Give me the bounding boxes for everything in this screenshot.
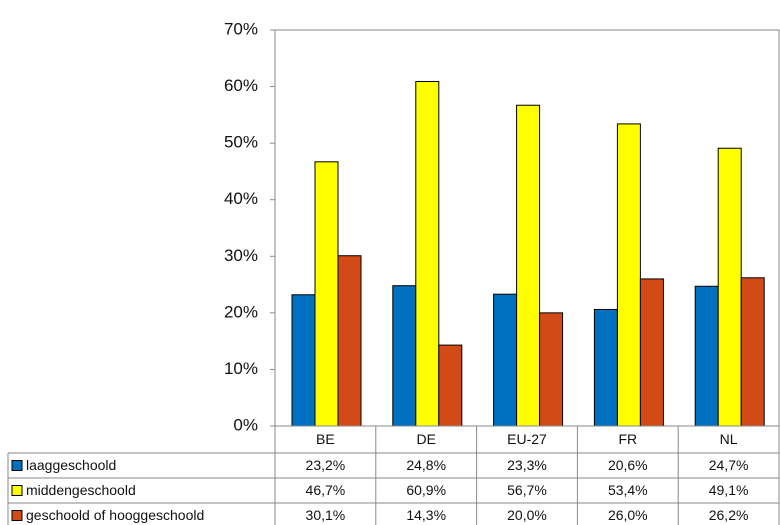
data-label: 20,0%: [507, 507, 547, 523]
legend-label: geschoold of hooggeschoold: [26, 507, 204, 523]
bar: [516, 104, 541, 427]
data-label: 20,6%: [608, 457, 648, 473]
bar: [291, 294, 316, 427]
data-label: 24,7%: [709, 457, 749, 473]
data-label: 14,3%: [406, 507, 446, 523]
legend-swatch: [11, 460, 23, 471]
legend-swatch: [11, 485, 23, 496]
bar: [415, 80, 440, 427]
data-label: 46,7%: [306, 482, 346, 498]
bar: [639, 278, 664, 427]
legend-label: laaggeschoold: [26, 457, 116, 473]
y-tick-label: 50%: [224, 133, 258, 152]
bar: [694, 285, 719, 427]
data-label: 49,1%: [709, 482, 749, 498]
x-tick-label: DE: [416, 431, 435, 447]
y-tick-label: 70%: [224, 19, 258, 38]
legend-swatch: [11, 510, 23, 521]
bar: [438, 344, 463, 427]
bar: [616, 123, 641, 427]
bar: [314, 161, 339, 427]
y-tick-label: 40%: [224, 189, 258, 208]
x-tick-label: NL: [720, 431, 738, 447]
bar: [493, 293, 518, 427]
y-tick-label: 0%: [233, 415, 258, 434]
bar: [539, 312, 564, 427]
data-label: 56,7%: [507, 482, 547, 498]
bar: [392, 285, 417, 427]
x-tick-label: FR: [618, 431, 637, 447]
legend-label: middengeschoold: [26, 482, 136, 498]
y-tick-label: 30%: [224, 246, 258, 265]
data-label: 26,0%: [608, 507, 648, 523]
y-tick-label: 60%: [224, 76, 258, 95]
data-label: 26,2%: [709, 507, 749, 523]
bar: [337, 255, 362, 427]
bar: [717, 147, 742, 427]
data-label: 23,2%: [306, 457, 346, 473]
x-tick-label: BE: [316, 431, 335, 447]
data-label: 53,4%: [608, 482, 648, 498]
y-tick-label: 10%: [224, 359, 258, 378]
y-tick-label: 20%: [224, 302, 258, 321]
x-tick-label: EU-27: [507, 431, 547, 447]
data-label: 24,8%: [406, 457, 446, 473]
bar: [740, 277, 765, 427]
data-label: 30,1%: [306, 507, 346, 523]
data-label: 23,3%: [507, 457, 547, 473]
data-label: 60,9%: [406, 482, 446, 498]
bar: [593, 308, 618, 427]
